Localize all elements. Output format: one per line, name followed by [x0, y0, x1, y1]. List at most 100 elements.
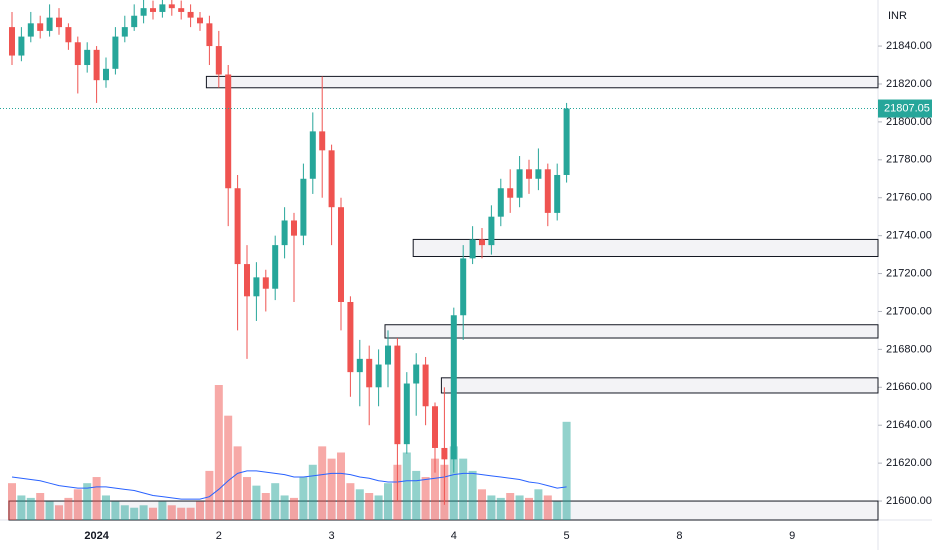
- candle-body: [178, 8, 185, 12]
- candle-body: [563, 108, 570, 175]
- volume-bar: [214, 385, 223, 520]
- volume-bar: [252, 485, 261, 520]
- candle-body: [84, 49, 91, 66]
- volume-bar: [496, 497, 505, 520]
- volume-bar: [64, 497, 73, 520]
- candle-body: [37, 23, 44, 31]
- candle-body: [103, 68, 109, 81]
- volume-bar: [543, 495, 552, 520]
- candle-body: [159, 4, 166, 12]
- x-tick-label: 8: [676, 530, 682, 542]
- candle-body: [319, 131, 326, 151]
- last-price-box: [878, 99, 932, 118]
- volume-bar: [327, 458, 336, 520]
- candle-body: [554, 174, 561, 213]
- x-tick-label: 2: [216, 530, 222, 542]
- x-tick-label: 5: [564, 530, 570, 542]
- volume-bar: [92, 477, 101, 520]
- volume-bar: [412, 470, 421, 520]
- volume-bar: [506, 493, 515, 520]
- volume-bar: [421, 477, 430, 520]
- volume-bar: [243, 477, 251, 520]
- candle-body: [356, 358, 363, 373]
- y-tick-label: 21660.00: [886, 381, 932, 393]
- candle-body: [262, 277, 269, 289]
- volume-bar: [459, 458, 468, 520]
- candle-body: [347, 301, 354, 373]
- volume-bar: [17, 495, 26, 520]
- volume-bar: [449, 446, 458, 520]
- volume-bar: [384, 483, 392, 520]
- zone: [440, 377, 879, 394]
- candle-body: [18, 36, 25, 56]
- y-tick-label: 21820.00: [886, 78, 932, 90]
- candle-body: [291, 220, 297, 236]
- volume-bar: [308, 464, 317, 520]
- candle-body: [497, 188, 504, 217]
- candle-body: [46, 17, 53, 31]
- candle-body: [375, 364, 382, 388]
- volume-bar: [290, 497, 298, 520]
- candle-body: [516, 169, 523, 198]
- volume-bar: [280, 495, 289, 520]
- volume-ma-line: [11, 470, 567, 500]
- x-tick-label: 4: [451, 530, 457, 542]
- candle-body: [65, 27, 72, 43]
- y-tick-label: 21640.00: [886, 419, 932, 431]
- x-tick-label: 9: [789, 530, 795, 542]
- volume-bar: [83, 483, 92, 520]
- volume-bar: [130, 507, 139, 520]
- volume-bar: [355, 489, 364, 520]
- y-tick-label: 21780.00: [886, 154, 932, 166]
- x-tick-label: 2024: [84, 530, 109, 542]
- volume-bar: [186, 507, 195, 520]
- volume-bar: [102, 495, 110, 520]
- volume-bar: [402, 452, 411, 520]
- candle-body: [526, 169, 532, 179]
- candle-body: [413, 364, 420, 384]
- volume-bar: [55, 505, 63, 520]
- candle-body: [479, 239, 485, 246]
- volume-bar: [318, 446, 327, 520]
- candle-body: [544, 169, 551, 213]
- candle-body: [244, 264, 250, 297]
- candle-body: [197, 17, 203, 24]
- y-tick-label: 21700.00: [886, 305, 932, 317]
- candle-body: [441, 447, 448, 460]
- candle-body: [432, 406, 438, 448]
- volume-bar: [515, 495, 524, 520]
- candle-body: [140, 8, 147, 16]
- volume-bar: [45, 501, 54, 520]
- y-tick-label: 21620.00: [886, 457, 932, 469]
- volume-bar: [224, 415, 233, 520]
- volume-bar: [36, 493, 45, 520]
- zone: [412, 238, 879, 257]
- zone: [205, 75, 879, 89]
- last-price-label: 21807.05: [884, 102, 930, 114]
- candle-body: [366, 358, 373, 388]
- candle-body: [112, 36, 119, 69]
- volume-bar: [534, 489, 543, 520]
- candle-body: [253, 277, 260, 297]
- volume-bar: [487, 495, 496, 520]
- candle-body: [56, 17, 62, 28]
- volume-bar: [233, 446, 242, 520]
- candle-body: [469, 239, 476, 259]
- candle-body: [385, 345, 391, 365]
- candle-body: [9, 27, 15, 56]
- currency-label: INR: [888, 10, 907, 22]
- volume-bar: [8, 483, 16, 520]
- volume-bar: [365, 493, 374, 520]
- volume-bar: [374, 495, 383, 520]
- volume-bar: [205, 470, 214, 520]
- y-tick-label: 21740.00: [886, 230, 932, 242]
- candle-body: [450, 315, 457, 460]
- x-tick-label: 3: [329, 530, 335, 542]
- volume-bar: [196, 501, 204, 520]
- candle-body: [121, 27, 128, 37]
- y-tick-label: 21840.00: [886, 40, 932, 52]
- candle-body: [150, 8, 156, 12]
- candle-body: [535, 169, 542, 179]
- candle-body: [93, 49, 100, 81]
